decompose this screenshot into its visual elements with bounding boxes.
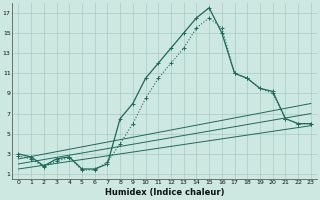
X-axis label: Humidex (Indice chaleur): Humidex (Indice chaleur) bbox=[105, 188, 224, 197]
